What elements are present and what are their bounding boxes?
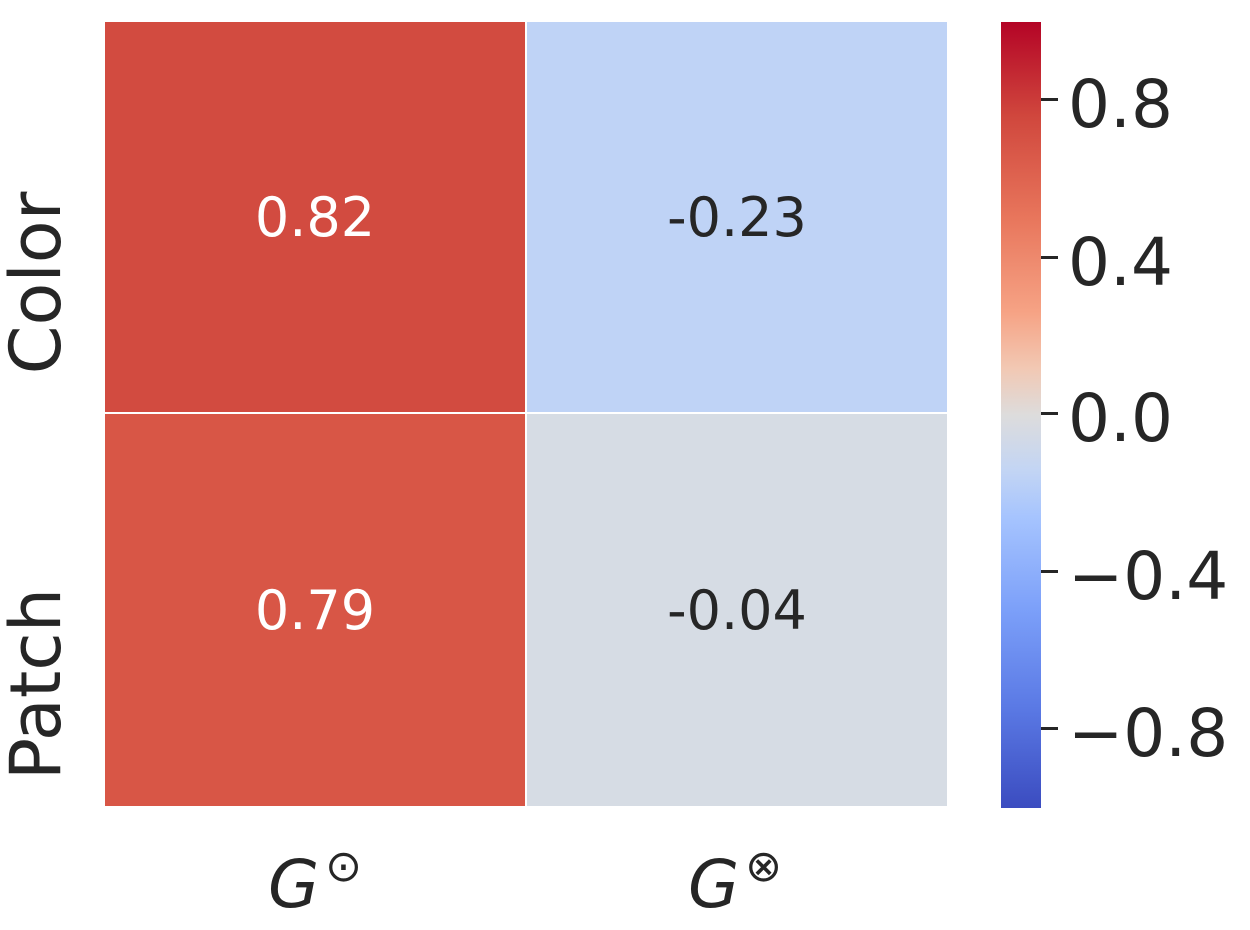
col-label-base: G: [687, 846, 740, 923]
col-label-godot: G ⊙: [165, 822, 465, 923]
odot-symbol-icon: ⊙: [325, 841, 363, 892]
heatmap-cell-patch-godot: 0.79: [105, 414, 525, 806]
cell-value: 0.82: [254, 185, 376, 249]
row-label-patch: Patch: [0, 587, 77, 781]
cell-value: 0.79: [254, 578, 376, 642]
colorbar-tick: [1041, 727, 1058, 730]
heatmap-cell-patch-gotimes: -0.04: [527, 414, 947, 806]
colorbar-tick-label: 0.0: [1068, 380, 1173, 457]
row-label-color: Color: [0, 191, 77, 375]
colorbar: [1001, 22, 1041, 808]
colorbar-tick-label: −0.4: [1068, 538, 1229, 615]
colorbar-tick: [1041, 412, 1058, 415]
colorbar-tick-label: 0.8: [1068, 66, 1173, 143]
colorbar-tick-label: 0.4: [1068, 224, 1173, 301]
cell-value: -0.23: [667, 185, 807, 249]
otimes-symbol-icon: ⊗: [745, 841, 783, 892]
col-label-base: G: [267, 846, 320, 923]
heatmap-cell-color-gotimes: -0.23: [527, 22, 947, 412]
colorbar-tick: [1041, 98, 1058, 101]
heatmap-grid: 0.82 -0.23 0.79 -0.04: [105, 22, 947, 806]
col-label-gotimes: G ⊗: [585, 822, 885, 923]
colorbar-tick: [1041, 256, 1058, 259]
heatmap-cell-color-godot: 0.82: [105, 22, 525, 412]
colorbar-tick: [1041, 570, 1058, 573]
colorbar-tick-label: −0.8: [1068, 695, 1229, 772]
cell-value: -0.04: [667, 578, 807, 642]
